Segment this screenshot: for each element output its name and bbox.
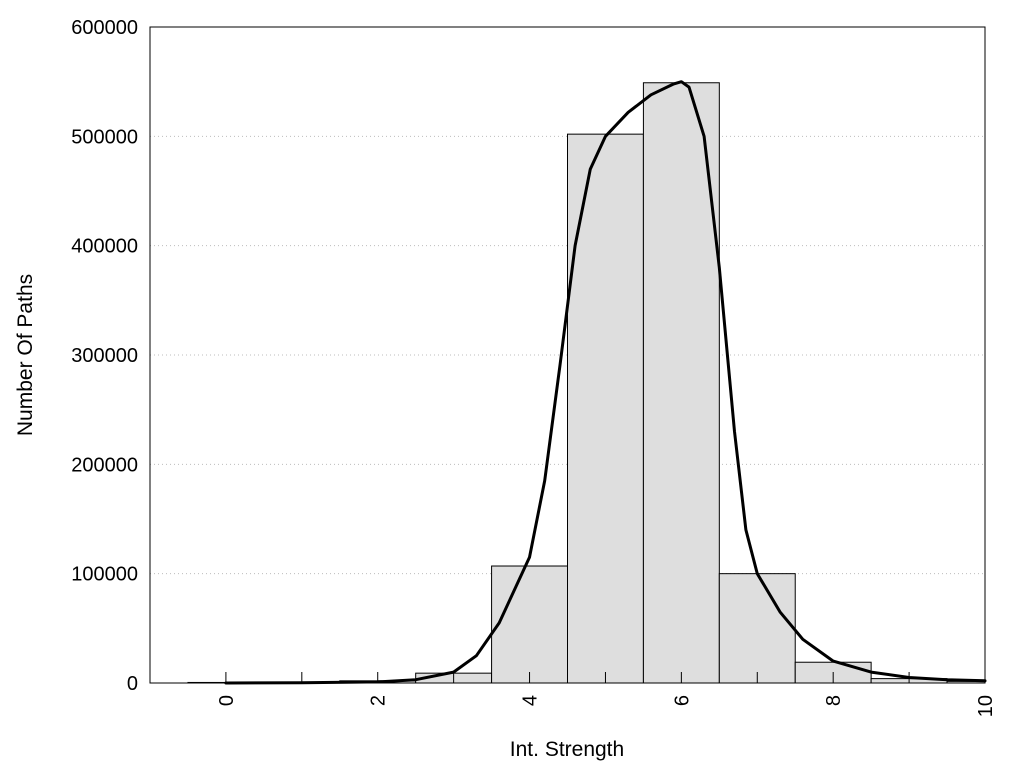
y-tick-label-500000: 500000 — [71, 126, 138, 148]
histogram-bar-5 — [567, 133, 644, 684]
x-tick-label-10: 10 — [975, 695, 997, 717]
x-axis-title: Int. Strength — [510, 738, 624, 761]
y-tick-label-100000: 100000 — [71, 564, 138, 586]
histogram-bar-4 — [491, 565, 568, 684]
fit-curve-layer — [224, 80, 987, 685]
x-tick-label-6: 6 — [671, 695, 693, 706]
histogram-bar-6 — [642, 82, 720, 684]
x-tick-label-2: 2 — [368, 695, 390, 706]
y-tick-label-0: 0 — [127, 673, 138, 695]
x-tick-label-4: 4 — [520, 695, 542, 706]
histogram-bars — [187, 82, 986, 684]
x-axis-tick-labels: 0 2 4 6 8 10 — [216, 695, 997, 717]
fit-curve — [224, 80, 987, 685]
x-tick-label-8: 8 — [823, 695, 845, 706]
axis-ticks — [225, 672, 986, 683]
histogram-bar-7 — [718, 573, 796, 684]
plot-frame — [149, 26, 986, 684]
y-axis-tick-labels: 0 100000 200000 300000 400000 500000 600000 — [71, 17, 138, 695]
y-tick-label-200000: 200000 — [71, 454, 138, 476]
y-tick-label-600000: 600000 — [71, 17, 138, 39]
x-tick-label-0: 0 — [216, 695, 238, 706]
y-tick-label-300000: 300000 — [71, 345, 138, 367]
y-tick-label-400000: 400000 — [71, 236, 138, 258]
y-axis-title: Number Of Paths — [14, 274, 37, 436]
